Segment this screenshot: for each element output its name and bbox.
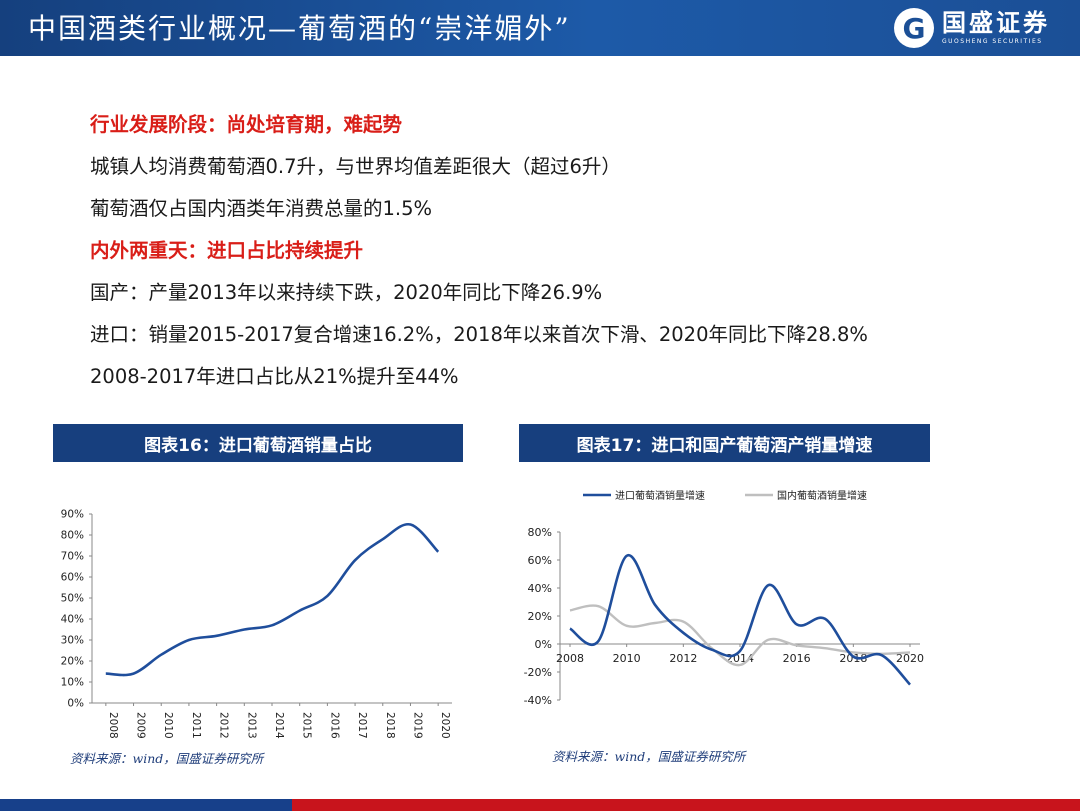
- y-tick-label: -40%: [524, 694, 552, 707]
- growth-rate-line-chart: -40%-20%0%20%40%60%80%2008 2010 2012 2014 20…: [524, 489, 924, 707]
- x-tick-label: 2020: [896, 652, 924, 665]
- x-tick-label: 2012: [669, 652, 697, 665]
- bullet-line: 城镇人均消费葡萄酒0.7升，与世界均值差距很大（超过6升）: [90, 155, 621, 178]
- x-tick-label: 2008: [556, 652, 584, 665]
- bullet-list: 行业发展阶段：尚处培育期，难起势 城镇人均消费葡萄酒0.7升，与世界均值差距很大…: [90, 108, 868, 402]
- y-tick-label: -20%: [524, 666, 552, 679]
- x-tick-label: 2011: [190, 712, 202, 739]
- y-tick-label: 40%: [61, 614, 84, 626]
- footer-blue-segment: [0, 799, 292, 811]
- bullet-line: 2008-2017年进口占比从21%提升至44%: [90, 365, 459, 388]
- x-tick-label: 2018: [384, 712, 396, 739]
- logo-emblem-icon: G: [894, 8, 934, 48]
- x-tick-label: 2014: [273, 712, 285, 739]
- bullet-line: 进口：销量2015-2017复合增速16.2%，2018年以来首次下滑、2020…: [90, 323, 868, 346]
- logo-text: 国盛证券: [942, 9, 1050, 37]
- figure-16-source: 资料来源：wind，国盛证券研究所: [70, 751, 264, 766]
- import-share-line-chart: 0% 10% 20% 30% 40% 50% 60% 70% 80% 90% 2008 2009 201…: [61, 509, 452, 739]
- y-tick-label: 60%: [61, 572, 84, 584]
- header-bar: 中国酒类行业概况—葡萄酒的“崇洋媚外” G 国盛证券 GUOSHENG SECU…: [0, 0, 1080, 56]
- x-tick-label: 2008: [107, 712, 119, 739]
- y-tick-label: 40%: [528, 582, 552, 595]
- y-tick-label: 30%: [61, 635, 84, 647]
- bullet-heading-stage: 行业发展阶段：尚处培育期，难起势: [90, 113, 403, 136]
- figure-17-title: 图表17：进口和国产葡萄酒产销量增速: [519, 424, 930, 462]
- bullet-heading-import: 内外两重天：进口占比持续提升: [90, 239, 364, 262]
- brand-logo: G 国盛证券 GUOSHENG SECURITIES: [894, 6, 1050, 50]
- x-tick-label: 2012: [218, 712, 230, 739]
- x-tick-label: 2016: [328, 712, 340, 739]
- y-tick-label: 70%: [61, 551, 84, 563]
- figure-17-source: 资料来源：wind，国盛证券研究所: [552, 749, 746, 764]
- figure-16-title: 图表16：进口葡萄酒销量占比: [53, 424, 463, 462]
- x-tick-label: 2009: [135, 712, 147, 739]
- y-tick-label: 10%: [61, 677, 84, 689]
- footer-red-segment: [292, 799, 1080, 811]
- y-tick-label: 0%: [535, 638, 552, 651]
- y-tick-label: 50%: [61, 593, 84, 605]
- y-tick-label: 20%: [61, 656, 84, 668]
- logo-english-text: GUOSHENG SECURITIES: [942, 38, 1043, 45]
- x-tick-label: 2020: [439, 712, 451, 739]
- page-title: 中国酒类行业概况—葡萄酒的“崇洋媚外”: [28, 12, 571, 45]
- x-tick-label: 2010: [162, 712, 174, 739]
- y-tick-label: 90%: [61, 509, 84, 521]
- footer-bar: [0, 799, 1080, 811]
- import-share-series-line: [105, 522, 440, 677]
- x-tick-label: 2013: [245, 712, 257, 739]
- y-tick-label: 60%: [528, 554, 552, 567]
- x-tick-label: 2016: [783, 652, 811, 665]
- x-tick-label: 2015: [301, 712, 313, 739]
- x-tick-label: 2017: [356, 712, 368, 739]
- x-tick-label: 2010: [613, 652, 641, 665]
- y-tick-label: 80%: [61, 530, 84, 542]
- y-tick-label: 0%: [67, 698, 84, 710]
- legend-label: 国内葡萄酒销量增速: [777, 489, 867, 502]
- y-tick-label: 20%: [528, 610, 552, 623]
- legend-label: 进口葡萄酒销量增速: [615, 489, 705, 502]
- x-tick-label: 2018: [839, 652, 867, 665]
- y-tick-label: 80%: [528, 526, 552, 539]
- bullet-line: 国产：产量2013年以来持续下跌，2020年同比下降26.9%: [90, 281, 603, 304]
- bullet-line: 葡萄酒仅占国内酒类年消费总量的1.5%: [90, 197, 433, 220]
- import-growth-series-line: [569, 554, 911, 686]
- x-tick-label: 2019: [411, 712, 423, 739]
